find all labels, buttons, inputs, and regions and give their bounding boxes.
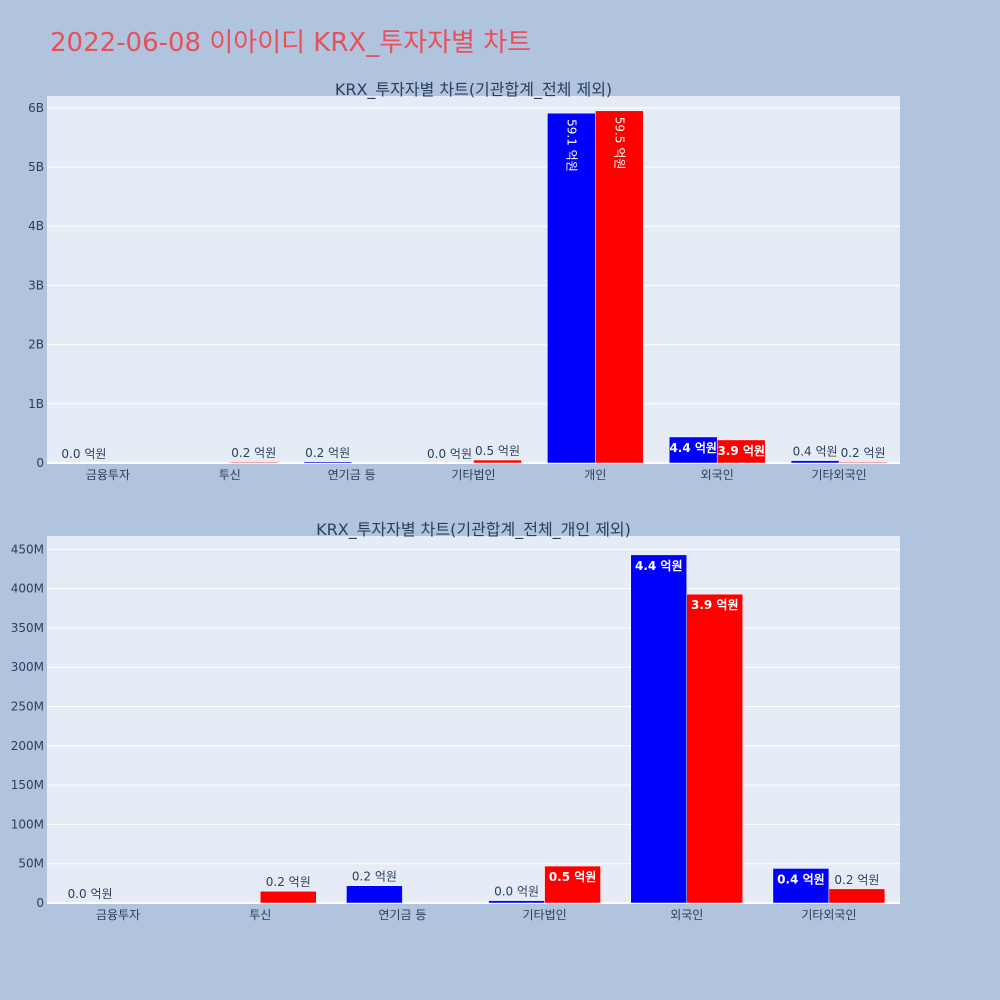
data-label: 0.0 억원 — [68, 887, 113, 901]
y-tick-label: 4B — [28, 219, 44, 233]
y-tick-label: 250M — [11, 700, 44, 714]
bar — [630, 554, 687, 904]
data-label: 59.1 억원 — [564, 119, 578, 172]
x-tick-label: 기타외국인 — [811, 468, 866, 482]
data-label: 0.5 억원 — [475, 444, 520, 458]
x-tick-label: 기타법인 — [451, 468, 495, 482]
y-tick-label: 100M — [11, 817, 44, 831]
y-tick-label: 50M — [18, 857, 44, 871]
data-label: 4.4 억원 — [635, 559, 683, 573]
y-tick-label: 6B — [28, 101, 44, 115]
plot-area — [47, 536, 900, 903]
data-label: 0.5 억원 — [549, 870, 597, 884]
y-tick-label: 400M — [11, 582, 44, 596]
x-tick-label: 투신 — [219, 468, 241, 482]
bar — [229, 461, 279, 464]
bar — [59, 462, 109, 464]
data-label: 0.2 억원 — [352, 870, 397, 884]
bar — [790, 460, 840, 464]
x-tick-label: 외국인 — [670, 908, 703, 922]
data-label: 0.4 억원 — [793, 445, 838, 459]
x-tick-label: 투신 — [249, 908, 271, 922]
bar — [595, 110, 644, 464]
data-label: 0.4 억원 — [777, 872, 825, 886]
data-label: 0.0 억원 — [427, 447, 472, 461]
plot-area — [47, 96, 900, 463]
bar — [346, 885, 403, 904]
bar — [686, 593, 743, 904]
bar — [260, 890, 317, 904]
data-label: 0.2 억원 — [231, 446, 276, 460]
data-label: 0.2 억원 — [305, 446, 350, 460]
x-tick-label: 개인 — [584, 468, 606, 482]
chart-title: KRX_투자자별 차트(기관합계_전체 제외) — [335, 80, 612, 100]
y-tick-label: 0 — [36, 456, 44, 470]
x-tick-label: 외국인 — [701, 468, 734, 482]
y-tick-label: 350M — [11, 621, 44, 635]
y-tick-label: 450M — [11, 542, 44, 556]
bar — [772, 868, 830, 904]
bar — [61, 902, 119, 904]
y-tick-label: 1B — [28, 397, 44, 411]
bar — [303, 461, 352, 464]
chart-top: KRX_투자자별 차트(기관합계_전체 제외) 0 1B 2B 3B 4B 5B 6B 금융투자… — [28, 80, 900, 482]
x-tick-label: 기타외국인 — [801, 908, 856, 922]
y-tick-label: 150M — [11, 778, 44, 792]
y-tick-label: 5B — [28, 160, 44, 174]
bar — [716, 439, 766, 464]
x-tick-label: 기타법인 — [522, 908, 566, 922]
data-label: 0.0 억원 — [494, 885, 539, 899]
data-label: 3.9 억원 — [717, 444, 765, 458]
chart-title: KRX_투자자별 차트(기관합계_전체_개인 제외) — [316, 520, 631, 540]
x-tick-label: 금융투자 — [86, 468, 130, 482]
page-title: 2022-06-08 이아이디 KRX_투자자별 차트 — [50, 28, 532, 58]
data-label: 0.2 억원 — [841, 446, 886, 460]
bar — [547, 112, 596, 464]
data-label: 0.2 억원 — [834, 873, 879, 887]
bar — [544, 865, 601, 904]
bar — [828, 888, 886, 904]
y-tick-label: 3B — [28, 278, 44, 292]
y-tick-label: 2B — [28, 338, 44, 352]
data-label: 0.0 억원 — [61, 447, 106, 461]
bar — [473, 459, 522, 464]
y-tick-label: 300M — [11, 660, 44, 674]
y-tick-label: 0 — [36, 896, 44, 910]
data-label: 3.9 억원 — [691, 598, 739, 612]
data-label: 4.4 억원 — [669, 441, 717, 455]
bar — [838, 461, 888, 464]
x-tick-label: 연기금 등 — [378, 908, 426, 922]
x-tick-label: 금융투자 — [96, 908, 140, 922]
data-label: 0.2 억원 — [266, 875, 311, 889]
x-tick-label: 연기금 등 — [328, 468, 376, 482]
bar — [488, 900, 545, 904]
y-tick-label: 200M — [11, 739, 44, 753]
data-label: 59.5 억원 — [612, 117, 626, 170]
